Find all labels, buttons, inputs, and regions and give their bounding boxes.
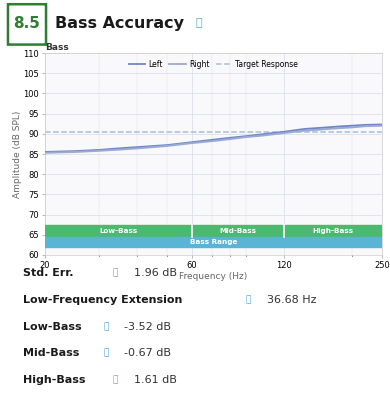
Text: -3.52 dB: -3.52 dB (124, 322, 171, 332)
Text: Mid-Bass: Mid-Bass (220, 228, 256, 234)
Text: 1.96 dB: 1.96 dB (133, 268, 177, 278)
Text: 8.5: 8.5 (14, 16, 41, 31)
Text: High-Bass: High-Bass (313, 228, 354, 234)
Text: Std. Err.: Std. Err. (23, 268, 73, 278)
Text: ⓘ: ⓘ (103, 349, 108, 358)
Text: ⓘ: ⓘ (113, 268, 118, 277)
Bar (191, 225, 284, 237)
Text: Low-Bass: Low-Bass (99, 228, 137, 234)
Text: -0.67 dB: -0.67 dB (124, 348, 171, 358)
FancyBboxPatch shape (8, 4, 46, 44)
Text: Bass Accuracy: Bass Accuracy (55, 16, 184, 31)
Y-axis label: Amplitude (dB SPL): Amplitude (dB SPL) (13, 110, 22, 198)
Text: 36.68 Hz: 36.68 Hz (267, 295, 316, 305)
Text: High-Bass: High-Bass (23, 375, 85, 385)
Text: ⓘ: ⓘ (103, 322, 108, 331)
Text: ⓘ: ⓘ (113, 375, 118, 384)
Text: Mid-Bass: Mid-Bass (23, 348, 79, 358)
Bar (45, 225, 191, 237)
Text: 1.61 dB: 1.61 dB (133, 375, 176, 385)
Bar (45, 237, 382, 247)
Text: Bass: Bass (45, 43, 69, 52)
Legend: Left, Right, Target Response: Left, Right, Target Response (126, 57, 301, 72)
Text: ⓘ: ⓘ (246, 295, 251, 304)
Text: Low-Bass: Low-Bass (23, 322, 82, 332)
Text: Low-Frequency Extension: Low-Frequency Extension (23, 295, 182, 305)
Text: Bass Range: Bass Range (190, 239, 237, 245)
Bar (284, 225, 382, 237)
Text: ⓘ: ⓘ (195, 18, 202, 29)
X-axis label: Frequency (Hz): Frequency (Hz) (179, 272, 248, 282)
